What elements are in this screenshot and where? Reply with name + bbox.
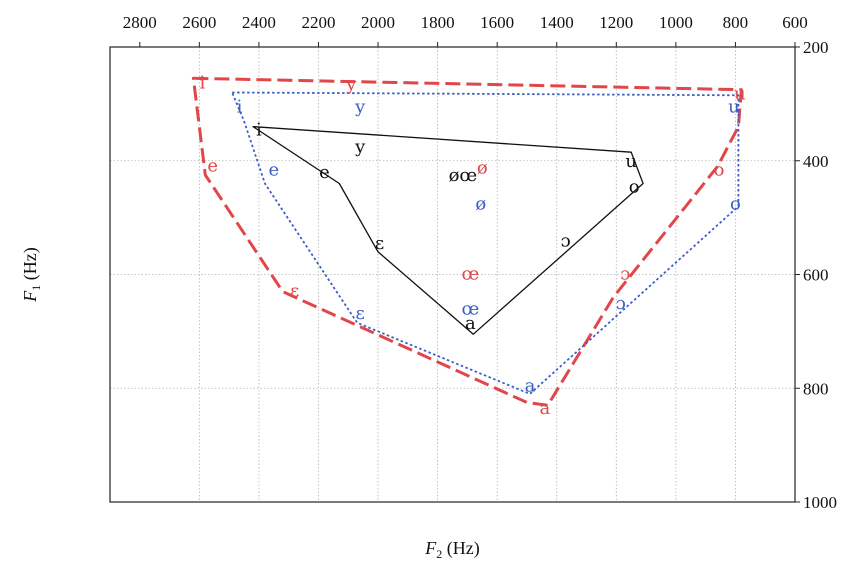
- y-tick-label-200: 200: [803, 38, 829, 57]
- vowel-label-1-9: œ: [461, 263, 479, 284]
- y-axis-label-main: F: [20, 290, 40, 303]
- x-tick-label-2200: 2200: [301, 13, 335, 32]
- vowel-label-3-4: e: [319, 162, 330, 183]
- y-tick-label-800: 800: [803, 379, 829, 398]
- vowel-label-1-7: ɛ: [290, 280, 299, 301]
- x-tick-label-1600: 1600: [480, 13, 514, 32]
- vowel-label-2-2: y: [354, 97, 366, 118]
- vowel-label-2-6: ø: [475, 193, 486, 214]
- vowel-label-2-9: œ: [461, 299, 479, 320]
- x-tick-label-2400: 2400: [242, 13, 276, 32]
- y-tick-label-600: 600: [803, 266, 829, 285]
- vowel-label-3-6: øœ: [449, 165, 478, 186]
- y-tick-label-1000: 1000: [803, 493, 837, 512]
- vowel-label-3-3: u: [625, 151, 637, 172]
- vowel-label-3-1: i: [256, 119, 262, 140]
- grid-layer: [110, 47, 795, 502]
- y-axis-label: F1 (Hz): [20, 247, 43, 302]
- vowel-polygon-3: [252, 125, 644, 335]
- vowel-label-1-1: i: [199, 72, 205, 93]
- vowel-label-2-1: i: [237, 97, 243, 118]
- vowel-polygon-2: [231, 91, 740, 395]
- vowel-label-1-2: y: [345, 74, 357, 95]
- vowel-label-3-2: y: [354, 137, 366, 158]
- vowel-label-1-10: a: [539, 398, 550, 419]
- vowel-label-2-3: u: [728, 97, 740, 118]
- series-layer: [191, 76, 743, 407]
- vowel-label-2-5: o: [730, 193, 741, 214]
- y-axis-label-sub: 1: [29, 285, 43, 291]
- x-tick-label-1200: 1200: [599, 13, 633, 32]
- vowel-label-1-8: ɔ: [620, 263, 630, 284]
- vowel-label-1-6: ø: [477, 158, 488, 179]
- vowel-label-2-7: ɛ: [356, 303, 365, 324]
- x-axis-label: F2 (Hz): [424, 538, 479, 561]
- x-tick-label-800: 800: [723, 13, 749, 32]
- vowel-label-3-8: ɔ: [561, 230, 571, 251]
- vowel-label-3-5: o: [629, 176, 640, 197]
- x-axis-label-unit: (Hz): [442, 538, 479, 559]
- x-axis-label-main: F: [424, 538, 437, 558]
- vowel-label-2-8: ɔ: [616, 293, 626, 314]
- x-tick-label-1800: 1800: [421, 13, 455, 32]
- vowel-polygon-1: [191, 76, 743, 407]
- x-tick-label-600: 600: [782, 13, 808, 32]
- x-tick-label-2000: 2000: [361, 13, 395, 32]
- vowel-label-3-9: a: [465, 313, 476, 334]
- vowel-label-2-4: e: [268, 159, 279, 180]
- vowel-label-3-7: ɛ: [375, 233, 384, 254]
- x-axis-label-sub: 2: [436, 547, 442, 561]
- x-tick-label-2800: 2800: [123, 13, 157, 32]
- ticks-layer: 2800 2600 2400 2200 2000 1800 1600 1400 1200 1000…: [123, 13, 837, 512]
- vowel-label-1-5: o: [714, 159, 725, 180]
- y-axis-label-unit: (Hz): [20, 247, 41, 284]
- x-tick-label-1000: 1000: [659, 13, 693, 32]
- vowel-label-1-3: u: [734, 84, 746, 105]
- x-tick-label-2600: 2600: [182, 13, 216, 32]
- x-tick-label-1400: 1400: [540, 13, 574, 32]
- vowel-label-1-4: e: [207, 155, 218, 176]
- y-tick-label-400: 400: [803, 152, 829, 171]
- vowel-label-2-10: a: [525, 375, 536, 396]
